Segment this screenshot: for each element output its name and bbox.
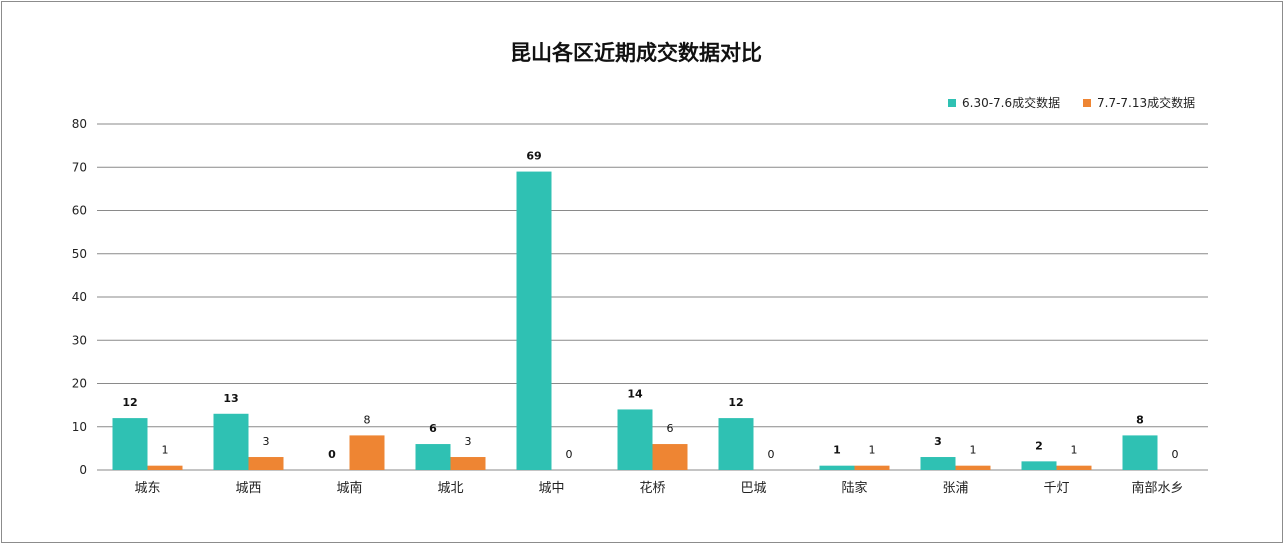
data-label-series-2: 3: [263, 435, 270, 448]
bars: [112, 171, 1158, 470]
x-tick-label: 张浦: [942, 481, 968, 496]
bar-series-2: [854, 465, 890, 470]
y-tick-label: 20: [72, 377, 87, 391]
chart-legend: 6.30-7.6成交数据 7.7-7.13成交数据: [948, 95, 1195, 110]
data-label-series-1: 12: [728, 396, 743, 409]
data-label-series-1: 0: [328, 448, 336, 461]
x-tick-label: 千灯: [1043, 481, 1069, 496]
x-tick-label: 城西: [235, 481, 261, 496]
bar-series-1: [617, 409, 653, 470]
legend-label-series-2: 7.7-7.13成交数据: [1097, 95, 1195, 110]
data-label-series-1: 2: [1035, 439, 1043, 452]
bar-series-2: [652, 444, 688, 470]
y-tick-label: 0: [79, 463, 87, 477]
y-tick-label: 50: [72, 247, 87, 261]
bar-series-2: [955, 465, 991, 470]
bar-series-2: [147, 465, 183, 470]
bar-series-1: [415, 444, 451, 470]
legend-swatch-series-2: [1083, 99, 1091, 107]
data-label-series-1: 14: [627, 387, 643, 400]
legend-swatch-series-1: [948, 99, 956, 107]
data-label-series-2: 8: [364, 413, 371, 426]
x-tick-label: 陆家: [841, 480, 867, 496]
y-tick-label: 60: [72, 204, 87, 218]
bar-series-2: [248, 457, 284, 470]
x-tick-label: 城东: [134, 481, 160, 496]
x-tick-label: 城中: [538, 481, 564, 496]
data-label-series-1: 69: [526, 150, 541, 163]
bar-series-1: [213, 413, 249, 470]
data-label-series-2: 0: [566, 448, 573, 461]
y-tick-label: 10: [72, 420, 87, 434]
x-tick-label: 南部水乡: [1131, 480, 1183, 496]
data-label-series-2: 0: [1172, 448, 1179, 461]
data-label-series-1: 12: [122, 396, 137, 409]
bar-series-2: [349, 435, 385, 470]
bar-series-1: [516, 171, 552, 470]
y-tick-label: 70: [72, 160, 87, 174]
data-label-series-1: 6: [429, 422, 437, 435]
data-label-series-2: 1: [970, 444, 977, 457]
data-label-series-2: 1: [1071, 444, 1078, 457]
y-tick-label: 30: [72, 333, 87, 347]
bar-series-1: [920, 457, 956, 470]
bar-series-1: [1021, 461, 1057, 470]
data-label-series-2: 1: [162, 444, 169, 457]
bar-series-1: [112, 418, 148, 470]
data-label-series-2: 0: [768, 448, 775, 461]
bar-series-2: [450, 457, 486, 470]
x-tick-label: 城南: [336, 480, 362, 496]
y-axis: 0 10 20 30 40 50 60 70 80: [72, 117, 87, 477]
x-tick-label: 巴城: [740, 481, 766, 496]
x-tick-label: 花桥: [639, 480, 665, 496]
y-tick-label: 80: [72, 117, 87, 131]
data-label-series-2: 1: [869, 444, 876, 457]
bar-series-1: [718, 418, 754, 470]
chart-title: 昆山各区近期成交数据对比: [510, 41, 762, 65]
bar-series-1: [819, 465, 855, 470]
bar-series-2: [1056, 465, 1092, 470]
data-label-series-2: 3: [465, 435, 472, 448]
data-label-series-1: 1: [833, 444, 841, 457]
data-label-series-1: 8: [1136, 413, 1144, 426]
bar-series-1: [1122, 435, 1158, 470]
x-tick-label: 城北: [437, 481, 463, 496]
data-label-series-2: 6: [667, 422, 674, 435]
data-label-series-1: 3: [934, 435, 942, 448]
legend-label-series-1: 6.30-7.6成交数据: [962, 95, 1060, 110]
x-axis: 城东 城西 城南 城北 城中 花桥 巴城 陆家 张浦 千灯 南部水乡: [134, 480, 1183, 496]
data-label-series-1: 13: [223, 392, 238, 405]
y-tick-label: 40: [72, 290, 87, 304]
